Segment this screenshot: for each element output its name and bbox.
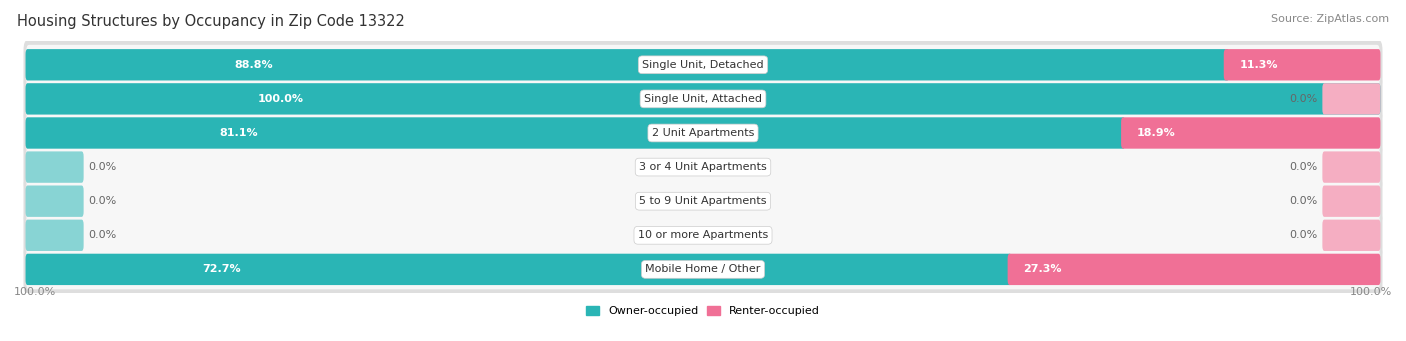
Text: 88.8%: 88.8%	[235, 60, 273, 70]
Text: 11.3%: 11.3%	[1239, 60, 1278, 70]
Text: 10 or more Apartments: 10 or more Apartments	[638, 230, 768, 240]
Text: 72.7%: 72.7%	[202, 264, 240, 275]
FancyBboxPatch shape	[1223, 49, 1381, 80]
FancyBboxPatch shape	[25, 117, 1125, 149]
FancyBboxPatch shape	[24, 40, 1382, 90]
Text: 2 Unit Apartments: 2 Unit Apartments	[652, 128, 754, 138]
FancyBboxPatch shape	[27, 79, 1379, 119]
Text: 0.0%: 0.0%	[1289, 196, 1317, 206]
Text: 0.0%: 0.0%	[1289, 94, 1317, 104]
FancyBboxPatch shape	[24, 245, 1382, 294]
Text: 81.1%: 81.1%	[219, 128, 257, 138]
FancyBboxPatch shape	[25, 49, 1229, 80]
FancyBboxPatch shape	[25, 83, 1381, 115]
FancyBboxPatch shape	[1323, 151, 1381, 183]
FancyBboxPatch shape	[1008, 254, 1381, 285]
Legend: Owner-occupied, Renter-occupied: Owner-occupied, Renter-occupied	[581, 301, 825, 321]
Text: 27.3%: 27.3%	[1024, 264, 1062, 275]
Text: 3 or 4 Unit Apartments: 3 or 4 Unit Apartments	[640, 162, 766, 172]
FancyBboxPatch shape	[25, 254, 1012, 285]
FancyBboxPatch shape	[24, 177, 1382, 226]
FancyBboxPatch shape	[24, 108, 1382, 158]
Text: 100.0%: 100.0%	[14, 286, 56, 297]
FancyBboxPatch shape	[24, 211, 1382, 260]
Text: 0.0%: 0.0%	[1289, 230, 1317, 240]
FancyBboxPatch shape	[1323, 186, 1381, 217]
Text: 0.0%: 0.0%	[89, 162, 117, 172]
FancyBboxPatch shape	[24, 143, 1382, 192]
Text: 100.0%: 100.0%	[1350, 286, 1392, 297]
Text: 18.9%: 18.9%	[1136, 128, 1175, 138]
FancyBboxPatch shape	[1323, 220, 1381, 251]
Text: Single Unit, Detached: Single Unit, Detached	[643, 60, 763, 70]
FancyBboxPatch shape	[27, 181, 1379, 221]
FancyBboxPatch shape	[25, 151, 83, 183]
FancyBboxPatch shape	[27, 113, 1379, 153]
Text: 0.0%: 0.0%	[89, 230, 117, 240]
FancyBboxPatch shape	[27, 216, 1379, 255]
Text: Source: ZipAtlas.com: Source: ZipAtlas.com	[1271, 14, 1389, 24]
Text: Single Unit, Attached: Single Unit, Attached	[644, 94, 762, 104]
FancyBboxPatch shape	[25, 220, 83, 251]
Text: Housing Structures by Occupancy in Zip Code 13322: Housing Structures by Occupancy in Zip C…	[17, 14, 405, 29]
Text: 0.0%: 0.0%	[1289, 162, 1317, 172]
FancyBboxPatch shape	[27, 45, 1379, 85]
FancyBboxPatch shape	[1121, 117, 1381, 149]
Text: 100.0%: 100.0%	[257, 94, 304, 104]
Text: 0.0%: 0.0%	[89, 196, 117, 206]
FancyBboxPatch shape	[1323, 83, 1381, 115]
FancyBboxPatch shape	[25, 186, 83, 217]
FancyBboxPatch shape	[27, 250, 1379, 289]
Text: Mobile Home / Other: Mobile Home / Other	[645, 264, 761, 275]
Text: 5 to 9 Unit Apartments: 5 to 9 Unit Apartments	[640, 196, 766, 206]
FancyBboxPatch shape	[27, 147, 1379, 187]
FancyBboxPatch shape	[24, 74, 1382, 124]
